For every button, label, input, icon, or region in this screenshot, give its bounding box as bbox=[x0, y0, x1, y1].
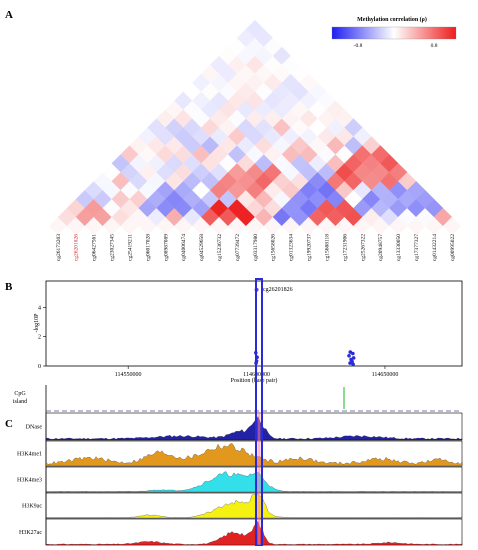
heatmap-category-label: cg15658026 bbox=[271, 234, 277, 261]
heatmap-category-label: cg08987089 bbox=[163, 234, 169, 261]
cpg-island-label-line2: island bbox=[13, 399, 27, 405]
x-tick-label: 114650000 bbox=[372, 372, 399, 378]
track-signal-area bbox=[45, 520, 463, 546]
heatmap-category-label: cg04529658 bbox=[199, 234, 205, 261]
heatmap-category-label: cg01432214 bbox=[432, 234, 438, 261]
y-tick-label: 0 bbox=[38, 364, 41, 370]
heatmap-category-label: cg03317980 bbox=[253, 234, 259, 261]
heatmap-category-label: cg25419211 bbox=[127, 234, 133, 261]
heatmap-triangle bbox=[48, 19, 462, 236]
y-axis-label: -log10P bbox=[34, 313, 40, 333]
track-areas: DNase H3K4me1 H3K4me3 H3K9ac H3K27ac bbox=[17, 412, 463, 546]
heatmap-category-label: cg13330050 bbox=[396, 234, 402, 261]
panel-label-a: A bbox=[5, 9, 13, 21]
color-legend: Methylation correlation (ρ) -0.8 0.8 bbox=[331, 16, 457, 49]
legend-gradient bbox=[331, 26, 457, 40]
x-tick-label: 114550000 bbox=[115, 372, 142, 378]
track-label: H3K4me1 bbox=[17, 452, 42, 458]
track-signal-area bbox=[45, 493, 463, 519]
epigenomic-tracks: CpG island DNase H3K4me1 H3K4me3 H3K9ac H3K2… bbox=[13, 385, 463, 546]
track-signal-area bbox=[45, 443, 463, 467]
highlight-column-fill bbox=[257, 412, 261, 545]
heatmap-category-label: cg20948757 bbox=[378, 234, 384, 261]
y-tick-label: 2 bbox=[38, 335, 41, 341]
track-label: H3K27ac bbox=[19, 530, 42, 536]
heatmap-category-label: cg06017028 bbox=[145, 234, 151, 261]
heatmap-category-label: cg04006474 bbox=[181, 234, 187, 261]
heatmap-category-label: cg15236732 bbox=[217, 234, 223, 261]
scatter-point bbox=[348, 361, 352, 365]
heatmap-labels: cg26173203 cg26201826 cg06427561 cg23027345… bbox=[56, 234, 456, 261]
track-signal-area bbox=[45, 416, 463, 441]
panel-label-b: B bbox=[5, 281, 13, 293]
heatmap-category-label: cg00995022 bbox=[450, 234, 456, 261]
heatmap-category-label: cg23027345 bbox=[110, 234, 116, 261]
track-label: H3K9ac bbox=[22, 504, 42, 510]
heatmap-cell bbox=[442, 216, 462, 236]
heatmap-category-label: cg26173203 bbox=[56, 234, 62, 261]
heatmap-category-label: cg17231906 bbox=[342, 234, 348, 261]
scatter-frame bbox=[45, 280, 463, 367]
legend-title: Methylation correlation (ρ) bbox=[357, 16, 427, 23]
heatmap-category-label: cg06427561 bbox=[92, 234, 98, 261]
scatter-point bbox=[351, 351, 355, 356]
heatmap-category-label: cg07739472 bbox=[235, 234, 241, 261]
heatmap-category-label: cg15688118 bbox=[324, 234, 330, 261]
heatmap-category-label: cg25267322 bbox=[360, 234, 366, 261]
track-signal-area bbox=[45, 471, 463, 493]
x-axis-label: Position (base pair) bbox=[231, 377, 278, 384]
track-label: H3K4me3 bbox=[17, 478, 42, 484]
scatter-plot: -log10P Position (base pair) 114550000 11… bbox=[34, 280, 463, 384]
legend-max-label: 0.8 bbox=[431, 43, 438, 49]
heatmap-category-label: cg19920737 bbox=[307, 234, 313, 261]
heatmap-category-label: cg01323634 bbox=[289, 234, 295, 261]
scatter-points bbox=[253, 287, 356, 367]
scatter-point bbox=[351, 362, 355, 367]
cpg-island-label-line1: CpG bbox=[14, 391, 26, 397]
y-tick-label: 4 bbox=[38, 305, 41, 311]
scatter-point bbox=[347, 353, 351, 358]
heatmap-category-label: cg17377327 bbox=[414, 234, 420, 261]
highlight-snp-label: cg26201826 bbox=[263, 287, 293, 293]
legend-min-label: -0.8 bbox=[354, 43, 363, 49]
panel-label-c: C bbox=[5, 418, 13, 430]
heatmap-category-label: cg26201826 bbox=[74, 234, 80, 261]
track-label: DNase bbox=[26, 425, 43, 431]
